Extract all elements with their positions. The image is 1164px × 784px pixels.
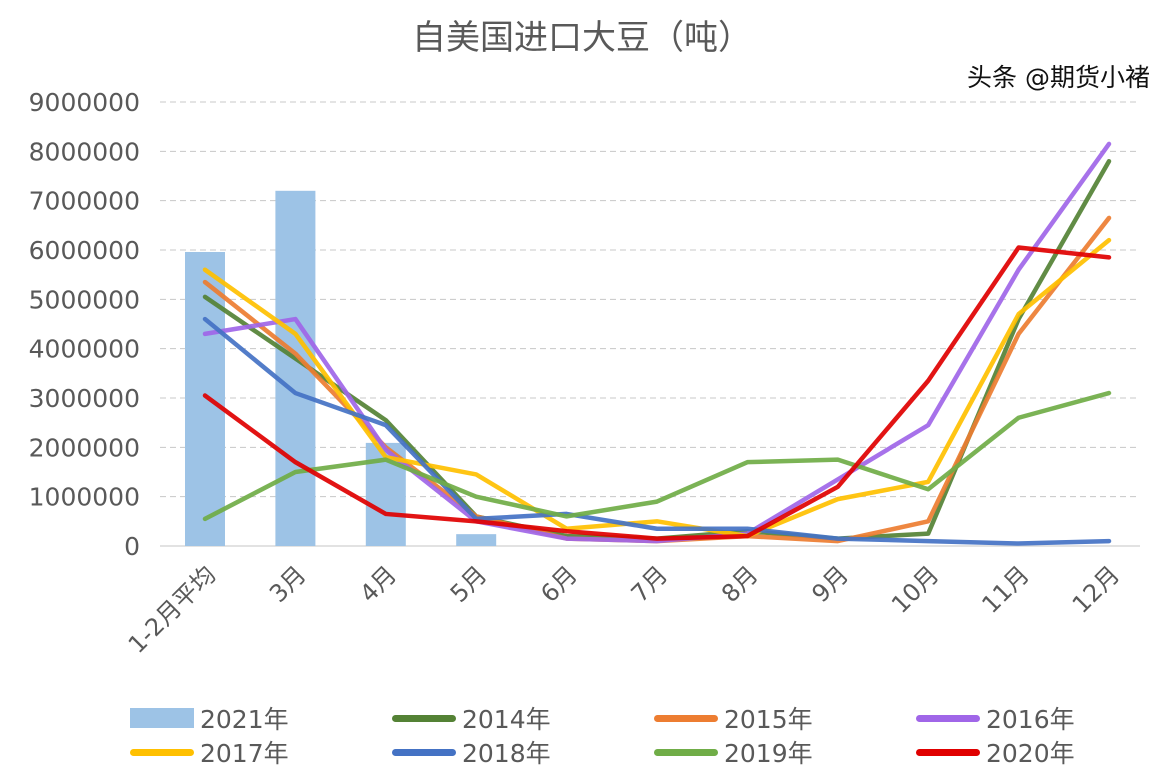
chart-title: 自美国进口大豆（吨） [412,18,752,58]
legend-item: 2021年 [130,702,392,734]
legend-item: 2019年 [654,736,916,768]
legend-item: 2018年 [392,736,654,768]
legend-label: 2015年 [724,705,813,734]
line-series-2018 [202,316,1112,546]
legend-item: 2015年 [654,702,916,734]
y-tick-label: 1000000 [29,483,140,512]
legend-item: 2014年 [392,702,654,734]
x-tick-label: 10月 [886,560,944,618]
legend-label: 2014年 [462,705,551,734]
y-tick-label: 3000000 [29,384,140,413]
bar-2021 [185,251,225,546]
legend-label: 2021年 [200,705,289,734]
x-tick-label: 12月 [1067,560,1125,618]
x-tick-label: 4月 [354,560,402,608]
y-tick-label: 7000000 [29,187,140,216]
legend-swatch [654,748,718,756]
x-tick-label: 5月 [445,560,493,608]
legend-label: 2020年 [986,739,1075,768]
legend-label: 2019年 [724,739,813,768]
legend-swatch [916,748,980,756]
y-tick-label: 8000000 [29,137,140,166]
x-tick-label: 9月 [806,560,854,608]
legend-swatch [916,714,980,722]
bar-2021 [456,534,497,546]
watermark: 头条 @期货小褚 [967,63,1150,92]
x-tick-label: 7月 [626,560,674,608]
y-tick-label: 0 [124,532,140,561]
legend-item: 2017年 [130,736,392,768]
legend-item: 2020年 [916,736,1164,768]
legend-label: 2018年 [462,739,551,768]
legend-item: 2016年 [916,702,1164,734]
legend-swatch [130,748,194,756]
y-tick-label: 6000000 [29,236,140,265]
x-tick-label: 11月 [976,560,1034,618]
x-tick-label: 1-2月平均 [123,560,221,658]
legend: 2021年 2014年 2015年 2016年 2017年 2018年 2019年 2020年 [130,702,1130,768]
legend-swatch [392,714,456,722]
legend-swatch [130,708,194,728]
y-tick-label: 9000000 [29,88,140,117]
line-series-2016 [202,141,1112,544]
line-series-2019 [202,390,1112,522]
legend-swatch [654,714,718,722]
x-tick-label: 8月 [716,560,764,608]
line-series-2020 [202,245,1112,541]
legend-swatch [392,748,456,756]
legend-label: 2017年 [200,739,289,768]
y-tick-label: 2000000 [29,433,140,462]
y-tick-label: 5000000 [29,285,140,314]
y-tick-label: 4000000 [29,335,140,364]
line-series-2015 [202,215,1112,544]
legend-label: 2016年 [986,705,1075,734]
x-tick-label: 3月 [264,560,312,608]
x-tick-label: 6月 [535,560,583,608]
